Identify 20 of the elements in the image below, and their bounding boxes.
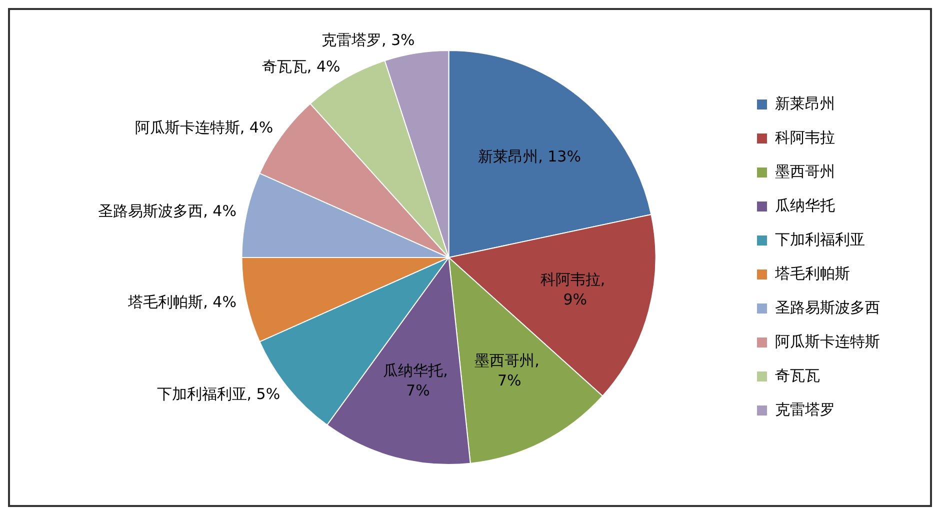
- data-label: 阿瓜斯卡连特斯, 4%: [134, 118, 274, 137]
- legend-label: 塔毛利帕斯: [774, 264, 850, 282]
- legend-label: 科阿韦拉: [775, 128, 835, 146]
- legend-label: 下加利福利亚: [775, 230, 865, 248]
- legend-label: 克雷塔罗: [775, 400, 835, 418]
- legend-label: 新莱昂州: [775, 94, 835, 112]
- data-label: 新莱昂州, 13%: [478, 148, 581, 166]
- legend-label: 奇瓦瓦: [775, 366, 820, 384]
- legend-label: 瓜纳华托: [775, 196, 835, 214]
- data-label: 塔毛利帕斯, 4%: [127, 292, 236, 311]
- legend-label: 墨西哥州: [775, 162, 835, 180]
- data-label: 墨西哥州, 7%: [474, 352, 540, 390]
- data-label: 下加利福利亚, 5%: [156, 385, 280, 404]
- data-label: 瓜纳华托, 7%: [383, 361, 448, 400]
- legend-label: 阿瓜斯卡连特斯: [775, 332, 880, 350]
- legend-label: 圣路易斯波多西: [775, 298, 880, 316]
- data-label: 克雷塔罗, 3%: [321, 31, 415, 50]
- data-label: 科阿韦拉, 9%: [540, 270, 606, 309]
- data-label: 圣路易斯波多西, 4%: [98, 202, 236, 220]
- data-label: 奇瓦瓦, 4%: [262, 58, 340, 76]
